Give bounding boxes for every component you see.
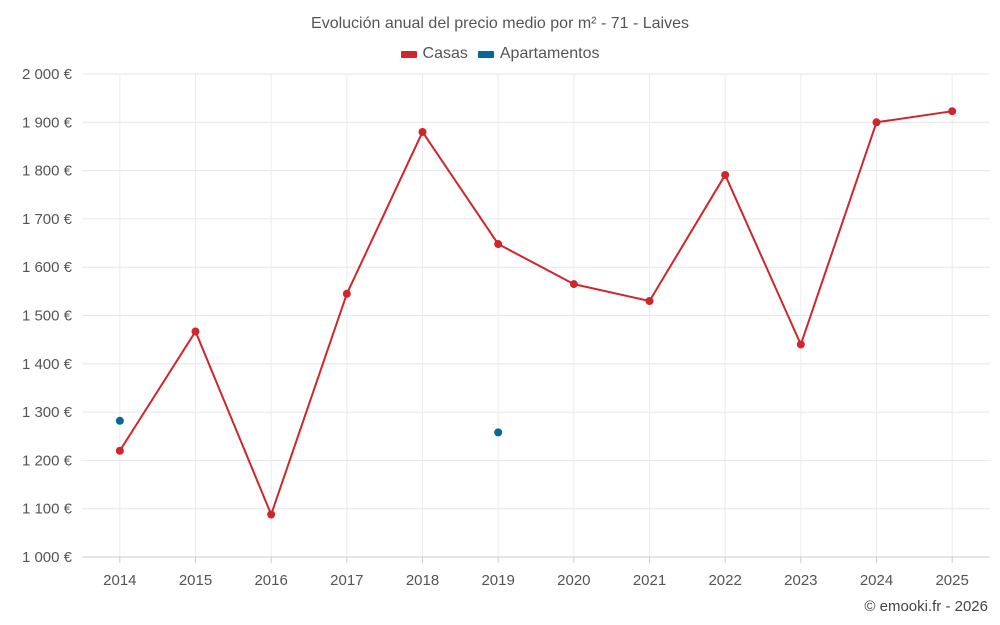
data-point-casas	[721, 170, 730, 179]
x-tick-label: 2015	[179, 572, 212, 589]
data-point-casas	[872, 118, 881, 127]
y-tick-label: 1 500 €	[22, 308, 73, 325]
x-tick-label: 2018	[406, 572, 439, 589]
y-tick-label: 1 600 €	[22, 259, 73, 276]
x-tick-label: 2014	[103, 572, 136, 589]
data-point-casas	[494, 240, 503, 249]
y-tick-label: 1 000 €	[22, 549, 73, 566]
y-tick-label: 1 700 €	[22, 211, 73, 228]
x-tick-label: 2017	[330, 572, 363, 589]
x-tick-label: 2021	[633, 572, 666, 589]
x-tick-label: 2016	[254, 572, 287, 589]
x-tick-label: 2025	[935, 572, 968, 589]
data-point-apartamentos	[494, 428, 503, 437]
legend-item-apartamentos[interactable]: Apartamentos	[477, 45, 600, 63]
y-tick-label: 2 000 €	[22, 66, 73, 83]
x-tick-label: 2019	[481, 572, 514, 589]
data-point-casas	[115, 446, 124, 455]
legend-item-casas[interactable]: Casas	[400, 45, 468, 63]
y-tick-label: 1 800 €	[22, 163, 73, 180]
data-point-apartamentos	[115, 416, 124, 425]
legend: Casas Apartamentos	[0, 45, 1000, 63]
chart-title: Evolución anual del precio medio por m² …	[311, 15, 689, 32]
data-point-casas	[948, 107, 957, 116]
data-point-casas	[342, 289, 351, 298]
legend-label-casas: Casas	[422, 45, 468, 62]
legend-swatch-casas	[400, 50, 417, 58]
y-tick-label: 1 300 €	[22, 404, 73, 421]
data-point-casas	[191, 327, 200, 336]
legend-label-apartamentos: Apartamentos	[499, 45, 600, 62]
data-point-casas	[796, 340, 805, 349]
legend-swatch-apartamentos	[477, 50, 494, 58]
data-point-casas	[418, 127, 427, 136]
credit-text: © emooki.fr - 2026	[864, 598, 988, 615]
data-point-casas	[267, 510, 276, 519]
y-tick-label: 1 900 €	[22, 114, 73, 131]
y-tick-label: 1 200 €	[22, 452, 73, 469]
y-tick-label: 1 400 €	[22, 356, 73, 373]
y-tick-label: 1 100 €	[22, 501, 73, 518]
data-point-casas	[569, 280, 578, 289]
x-tick-label: 2024	[860, 572, 893, 589]
x-tick-label: 2022	[708, 572, 741, 589]
x-tick-label: 2023	[784, 572, 817, 589]
series-line-casas	[118, 110, 953, 516]
data-point-casas	[645, 297, 654, 306]
x-tick-label: 2020	[557, 572, 590, 589]
